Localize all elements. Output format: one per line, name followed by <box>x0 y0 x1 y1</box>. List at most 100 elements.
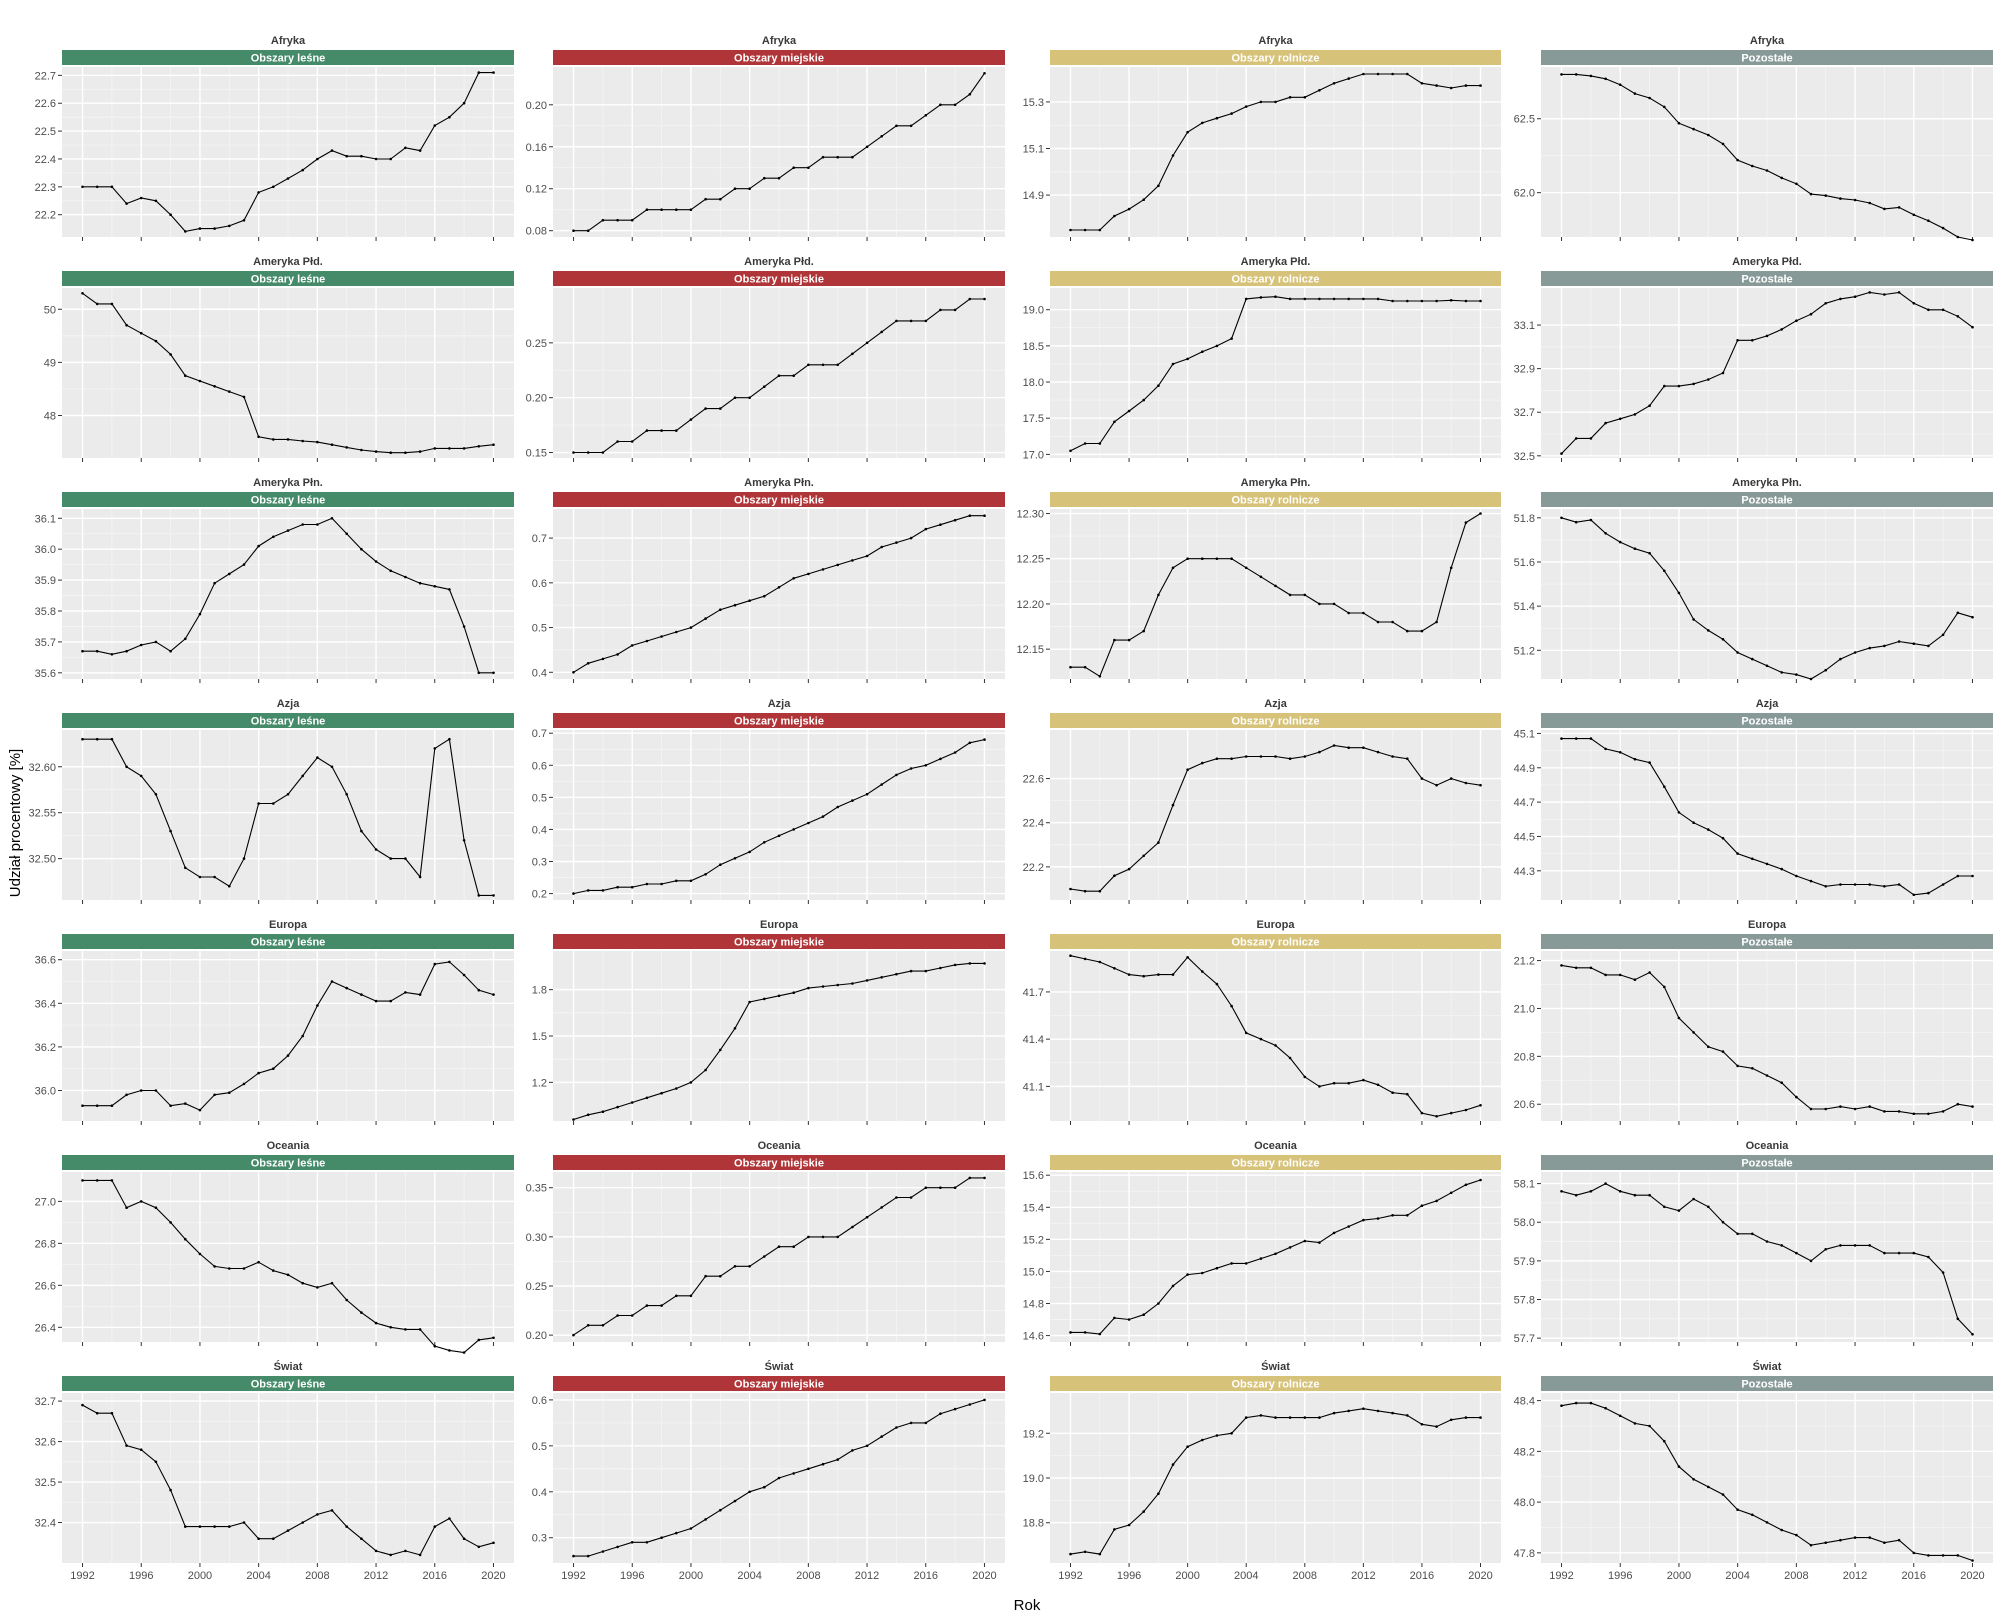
data-point <box>213 227 216 230</box>
x-axis-title: Rok <box>1014 1597 1041 1614</box>
data-point <box>110 1411 114 1415</box>
data-point <box>389 1326 393 1329</box>
data-point <box>184 1525 187 1528</box>
data-point <box>1244 566 1248 570</box>
data-point <box>1303 297 1307 301</box>
data-point <box>1736 1508 1739 1511</box>
data-point <box>880 1206 883 1209</box>
data-point <box>1663 785 1666 788</box>
data-point <box>645 429 649 432</box>
data-point <box>1259 575 1263 579</box>
data-point <box>1127 1523 1131 1527</box>
data-point <box>939 757 942 761</box>
data-point <box>448 960 451 964</box>
data-point <box>1971 325 1974 329</box>
y-tick-label: 48.2 <box>1514 1446 1535 1458</box>
y-tick-label: 0.15 <box>526 448 547 460</box>
data-point <box>1142 1313 1145 1316</box>
data-point <box>1707 629 1710 632</box>
data-point <box>1868 646 1871 650</box>
facet-region-label: Azja <box>768 698 792 710</box>
data-point <box>763 1485 766 1489</box>
data-point <box>630 644 634 647</box>
data-point <box>1288 1416 1292 1419</box>
y-tick-label: 48 <box>44 411 56 423</box>
data-point <box>1113 874 1116 877</box>
data-point <box>586 1324 590 1327</box>
y-tick-label: 0.25 <box>526 1281 547 1293</box>
x-tick-label: 2020 <box>481 1570 505 1582</box>
facet-category-label: Obszary miejskie <box>734 495 824 507</box>
data-point <box>1464 84 1468 87</box>
data-point <box>286 529 290 532</box>
data-point <box>345 793 349 796</box>
data-point <box>748 1265 751 1268</box>
data-point <box>1927 219 1930 222</box>
data-point <box>1692 1478 1695 1481</box>
data-point <box>572 451 575 454</box>
data-point <box>1574 737 1578 740</box>
data-point <box>1648 96 1651 100</box>
data-point <box>572 1118 575 1121</box>
data-point <box>139 331 143 335</box>
facet-category-label: Pozostałe <box>1741 937 1792 949</box>
data-point <box>616 885 619 889</box>
data-point <box>1406 1092 1409 1096</box>
data-point <box>1142 1510 1145 1513</box>
data-point <box>939 966 942 970</box>
y-tick-label: 0.4 <box>532 824 547 836</box>
x-tick-label: 1992 <box>70 1570 94 1582</box>
data-point <box>154 339 158 343</box>
y-tick-label: 15.4 <box>1023 1202 1044 1214</box>
data-point <box>1839 197 1842 200</box>
data-point <box>1883 1541 1886 1544</box>
data-point <box>154 793 158 796</box>
y-tick-label: 57.7 <box>1514 1333 1535 1345</box>
data-point <box>851 1449 854 1452</box>
data-point <box>1347 77 1350 80</box>
data-point <box>389 857 393 860</box>
data-point <box>1142 629 1145 633</box>
data-point <box>1479 1416 1482 1419</box>
data-point <box>1853 883 1857 886</box>
data-point <box>630 885 634 889</box>
data-point <box>330 517 334 520</box>
data-point <box>865 554 869 558</box>
facet-category-strip <box>1050 492 1501 507</box>
data-point <box>1362 72 1365 76</box>
facet-region-label: Świat <box>1753 1360 1782 1373</box>
data-point <box>719 1274 722 1278</box>
data-point <box>1897 1538 1901 1542</box>
data-point <box>924 764 928 767</box>
y-tick-label: 20.6 <box>1514 1099 1535 1111</box>
data-point <box>389 1553 393 1557</box>
data-point <box>1692 821 1695 824</box>
data-point <box>1362 746 1365 749</box>
data-point <box>1677 1209 1681 1212</box>
data-point <box>821 1235 825 1239</box>
data-point <box>345 986 349 990</box>
data-point <box>374 1549 378 1553</box>
data-point <box>242 1521 246 1524</box>
data-point <box>630 440 634 443</box>
data-point <box>1083 665 1087 669</box>
data-point <box>1288 593 1292 597</box>
data-point <box>953 518 957 522</box>
data-point <box>865 341 869 345</box>
data-point <box>675 429 678 432</box>
data-point <box>1633 92 1637 95</box>
x-tick-label: 2004 <box>737 1570 761 1582</box>
y-tick-label: 0.6 <box>532 1395 547 1407</box>
data-point <box>1201 350 1204 354</box>
data-point <box>301 1281 305 1285</box>
y-tick-label: 33.1 <box>1514 320 1535 332</box>
y-tick-label: 1.5 <box>532 1031 547 1043</box>
facet-category-strip <box>1541 713 1993 728</box>
x-tick-label: 2004 <box>246 1570 270 1582</box>
data-point <box>880 545 883 549</box>
data-point <box>1435 1115 1438 1118</box>
data-point <box>983 297 986 301</box>
data-point <box>939 523 942 526</box>
data-point <box>880 1435 883 1438</box>
data-point <box>242 563 246 566</box>
